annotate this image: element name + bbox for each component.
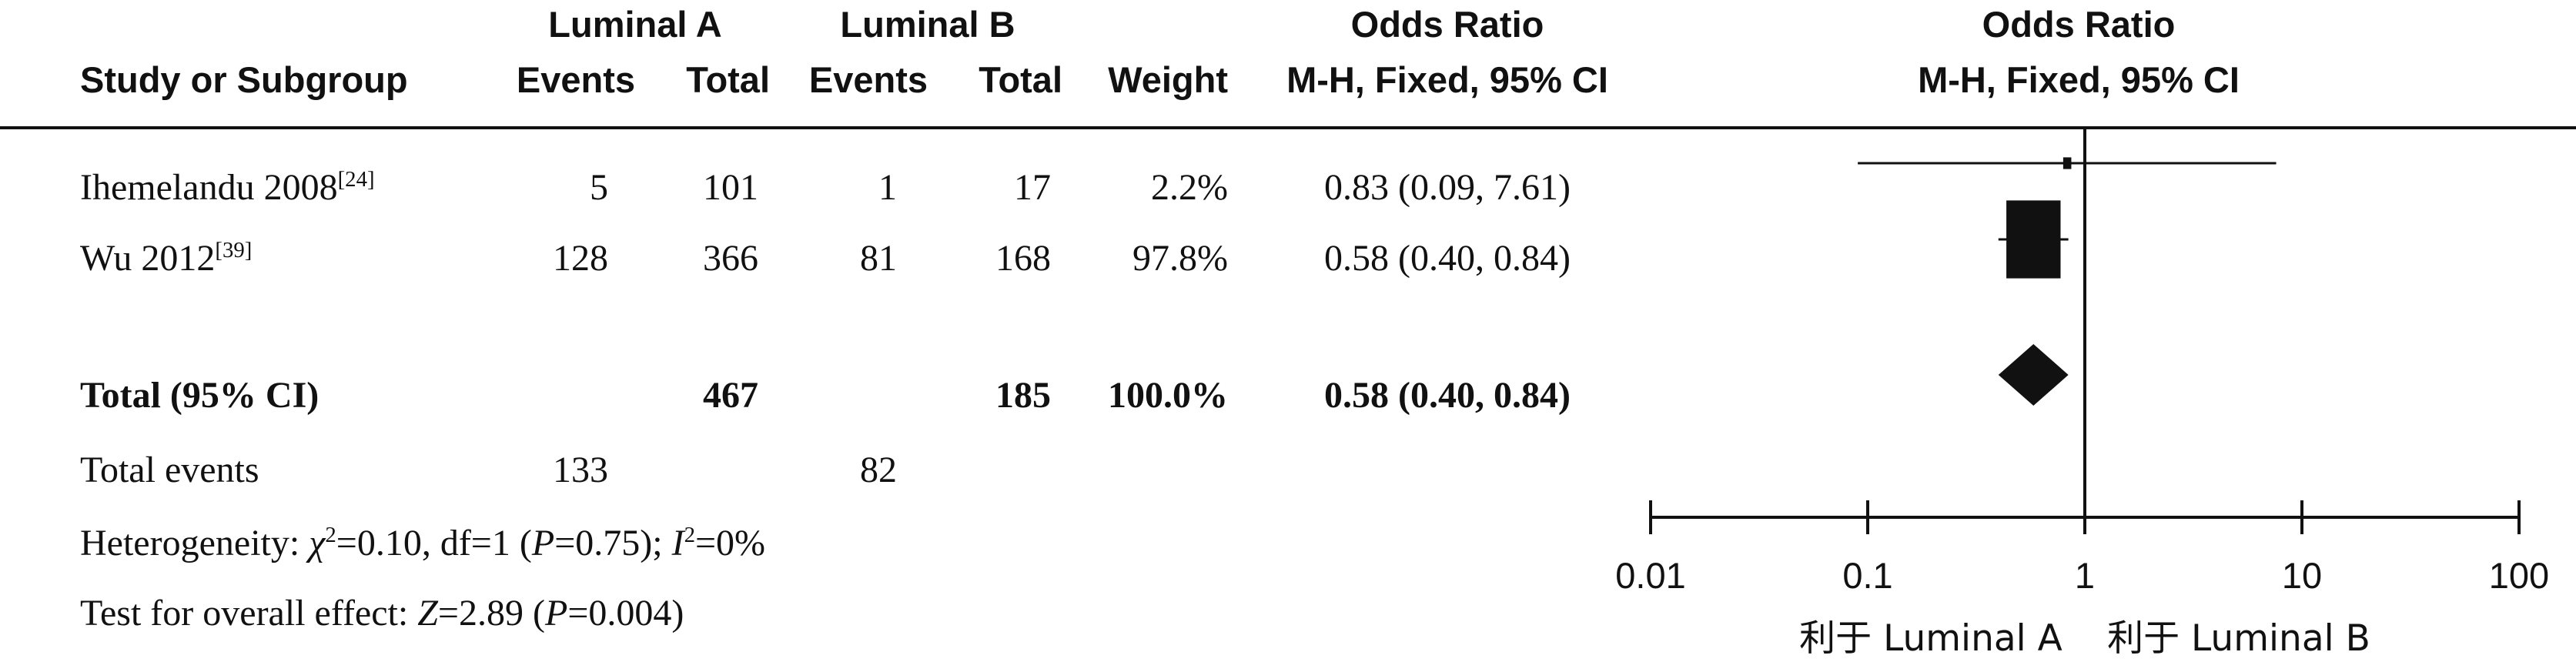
group-a-header: Luminal A (548, 4, 722, 45)
a-events-header: Events (516, 59, 635, 100)
b-total-cell: 168 (995, 238, 1051, 279)
heterogeneity-stats: Heterogeneity: χ2=0.10, df=1 (P=0.75); I… (80, 523, 766, 563)
point-estimate-marker (2062, 157, 2072, 169)
a-events-cell: 5 (590, 167, 608, 208)
weight-cell: 2.2% (1151, 167, 1228, 208)
weight-header: Weight (1108, 59, 1228, 100)
b-total-sum: 185 (995, 375, 1051, 416)
b-events-header: Events (808, 59, 928, 100)
a-events-cell: 128 (553, 238, 608, 279)
x-tick-label: 0.01 (1615, 555, 1685, 596)
ci-cell: 0.83 (0.09, 7.61) (1324, 167, 1571, 208)
pooled-estimate-diamond (1998, 344, 2069, 406)
or-title-header: Odds Ratio (1350, 4, 1544, 45)
total-weight: 100.0% (1108, 375, 1228, 416)
study-name: Wu 2012[39] (80, 238, 253, 279)
a-total-cell: 101 (703, 167, 758, 208)
b-total-cell: 17 (1014, 167, 1051, 208)
total-events-a: 133 (553, 450, 608, 490)
plot-title-header: Odds Ratio (1982, 4, 2176, 45)
study-name: Ihemelandu 2008[24] (80, 167, 375, 208)
a-total-header: Total (686, 59, 770, 100)
favours-left-label: 利于 Luminal A (1799, 617, 2062, 660)
b-total-header: Total (979, 59, 1062, 100)
total-label: Total (95% CI) (80, 375, 319, 416)
overall-effect-test: Test for overall effect: Z=2.89 (P=0.004… (80, 593, 684, 634)
b-events-cell: 81 (860, 238, 897, 279)
x-tick-label: 1 (2075, 555, 2095, 596)
a-total-cell: 366 (703, 238, 758, 279)
or-method-header: M-H, Fixed, 95% CI (1286, 59, 1608, 100)
total-events-label: Total events (80, 450, 259, 490)
a-total-sum: 467 (703, 375, 758, 416)
ci-cell: 0.58 (0.40, 0.84) (1324, 238, 1571, 279)
total-ci: 0.58 (0.40, 0.84) (1324, 375, 1571, 416)
favours-right-label: 利于 Luminal B (2107, 617, 2370, 660)
x-tick-label: 0.1 (1842, 555, 1892, 596)
x-tick-label: 100 (2489, 555, 2549, 596)
group-b-header: Luminal B (840, 4, 1015, 45)
plot-method-header: M-H, Fixed, 95% CI (1918, 59, 2240, 100)
point-estimate-marker (2006, 200, 2061, 279)
study-column-header: Study or Subgroup (80, 59, 408, 100)
weight-cell: 97.8% (1132, 238, 1228, 279)
header-rule (0, 126, 2576, 129)
x-tick-label: 10 (2282, 555, 2322, 596)
b-events-cell: 1 (878, 167, 897, 208)
total-events-b: 82 (860, 450, 897, 490)
